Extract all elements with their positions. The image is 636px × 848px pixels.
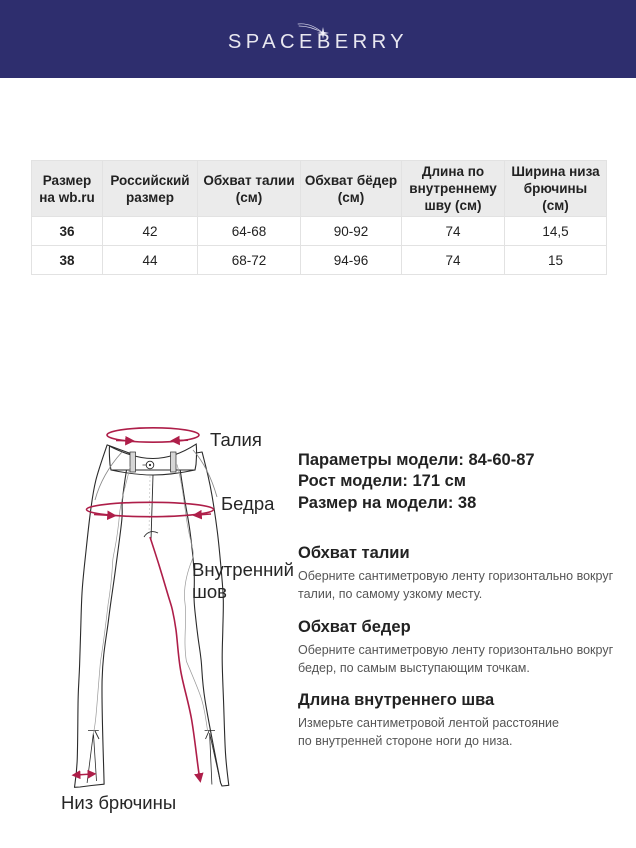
svg-text:Талия: Талия xyxy=(210,429,262,450)
svg-text:шов: шов xyxy=(192,581,227,602)
svg-text:Бедра: Бедра xyxy=(221,493,275,514)
svg-text:Внутренний: Внутренний xyxy=(192,559,294,580)
svg-text:Низ брючины: Низ брючины xyxy=(61,792,176,813)
